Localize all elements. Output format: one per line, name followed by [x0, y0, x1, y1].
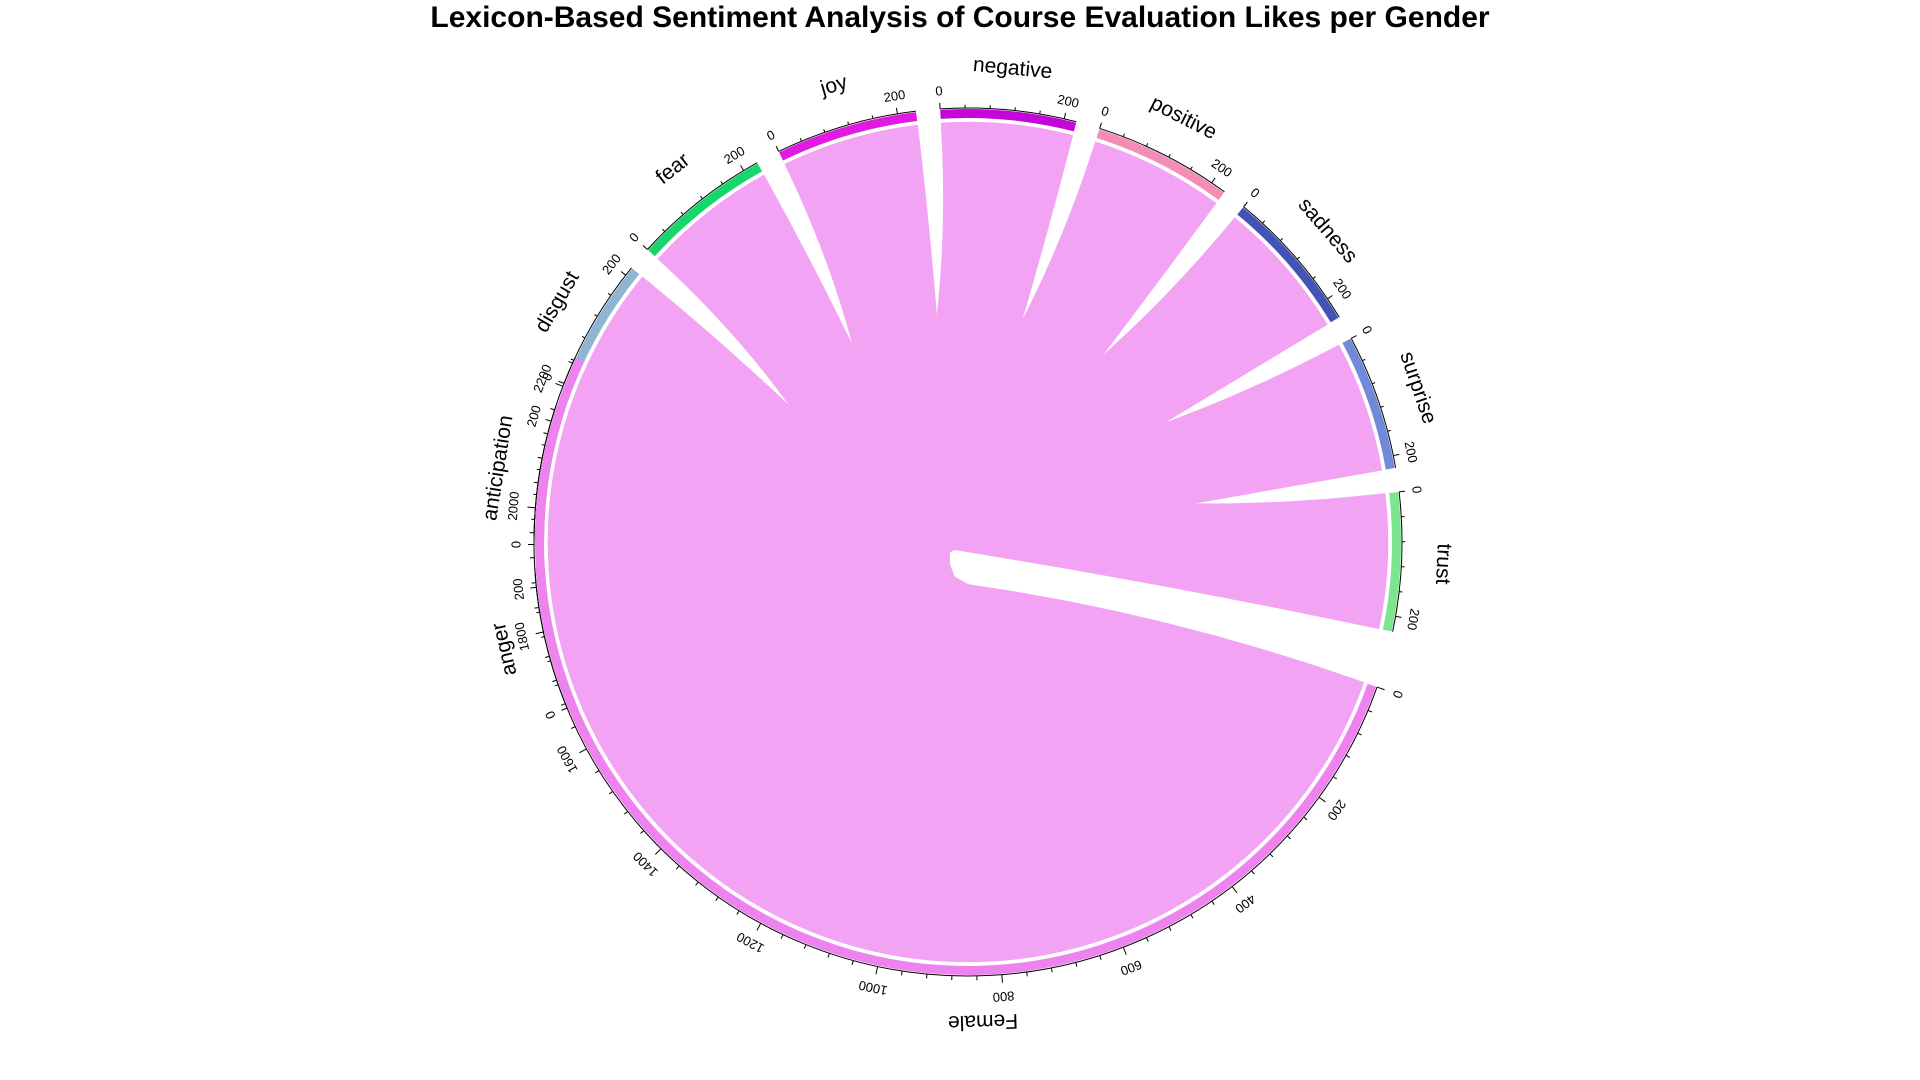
sector-label-joy: joy — [817, 70, 851, 100]
female-tick-label-2000: 2000 — [505, 491, 522, 521]
sector-label-positive: positive — [1147, 91, 1221, 144]
surprise-tick-label-200: 200 — [1401, 440, 1420, 464]
sector-positive — [1096, 129, 1224, 200]
anger-tick-label-0: 0 — [542, 709, 559, 721]
anticipation-tick-label-200: 200 — [524, 404, 544, 429]
positive-tick-label-200: 200 — [1209, 156, 1235, 181]
sector-label-trust: trust — [1431, 543, 1456, 585]
anger-tick-label-200: 200 — [510, 578, 527, 601]
tracks-layer — [535, 109, 1401, 975]
sector-sadness — [1237, 207, 1339, 323]
trust-axis: 0 200 — [1392, 485, 1425, 632]
surprise-tick-label-0: 0 — [1359, 323, 1376, 336]
sector-surprise — [1342, 338, 1395, 470]
link-trust-female — [550, 363, 1389, 630]
female-tick-label-1800: 1800 — [512, 621, 533, 652]
sector-label-female: Female — [948, 1009, 1019, 1034]
female-tick-label-1200: 1200 — [734, 929, 767, 956]
sector-label-disgust: disgust — [530, 267, 584, 336]
female-tick-label-800: 800 — [992, 988, 1015, 1005]
female-tick-label-600: 600 — [1118, 957, 1144, 979]
negative-tick-label-200: 200 — [1056, 91, 1080, 110]
fear-axis: 0 200 — [626, 143, 758, 250]
sector-label-negative: negative — [972, 53, 1053, 83]
negative-axis: 0 200 — [935, 83, 1080, 123]
links-layer — [547, 121, 1389, 963]
sadness-tick-label-0: 0 — [1248, 185, 1263, 201]
fear-tick-label-200: 200 — [721, 143, 747, 167]
sector-label-surprise: surprise — [1395, 349, 1441, 427]
disgust-tick-label-200: 200 — [599, 251, 624, 277]
sadness-tick-label-200: 200 — [1330, 276, 1355, 302]
female-tick-label-400: 400 — [1232, 891, 1258, 916]
sector-joy — [779, 112, 918, 161]
positive-tick-label-0: 0 — [1099, 103, 1110, 119]
sector-fear — [648, 163, 763, 257]
joy-tick-label-0: 0 — [764, 127, 777, 144]
trust-tick-label-0: 0 — [1409, 485, 1425, 494]
female-tick-label-1000: 1000 — [857, 978, 888, 999]
sector-negative — [940, 109, 1077, 132]
sector-label-sadness: sadness — [1294, 193, 1363, 267]
link-negative-female — [694, 121, 1074, 931]
female-tick-label-1600: 1600 — [554, 743, 581, 776]
female-tick-label-0: 0 — [1390, 689, 1407, 701]
fear-tick-label-0: 0 — [626, 230, 642, 245]
joy-tick-label-200: 200 — [883, 87, 907, 105]
trust-tick-label-200: 200 — [1404, 607, 1422, 631]
anticipation-tick-label-0: 0 — [508, 541, 523, 548]
negative-tick-label-0: 0 — [935, 83, 943, 98]
sector-disgust — [564, 268, 640, 388]
sector-label-fear: fear — [651, 148, 694, 188]
chart-title: Lexicon-Based Sentiment Analysis of Cour… — [430, 1, 1490, 34]
female-tick-label-200: 200 — [1324, 797, 1349, 823]
sector-trust — [1382, 491, 1401, 632]
